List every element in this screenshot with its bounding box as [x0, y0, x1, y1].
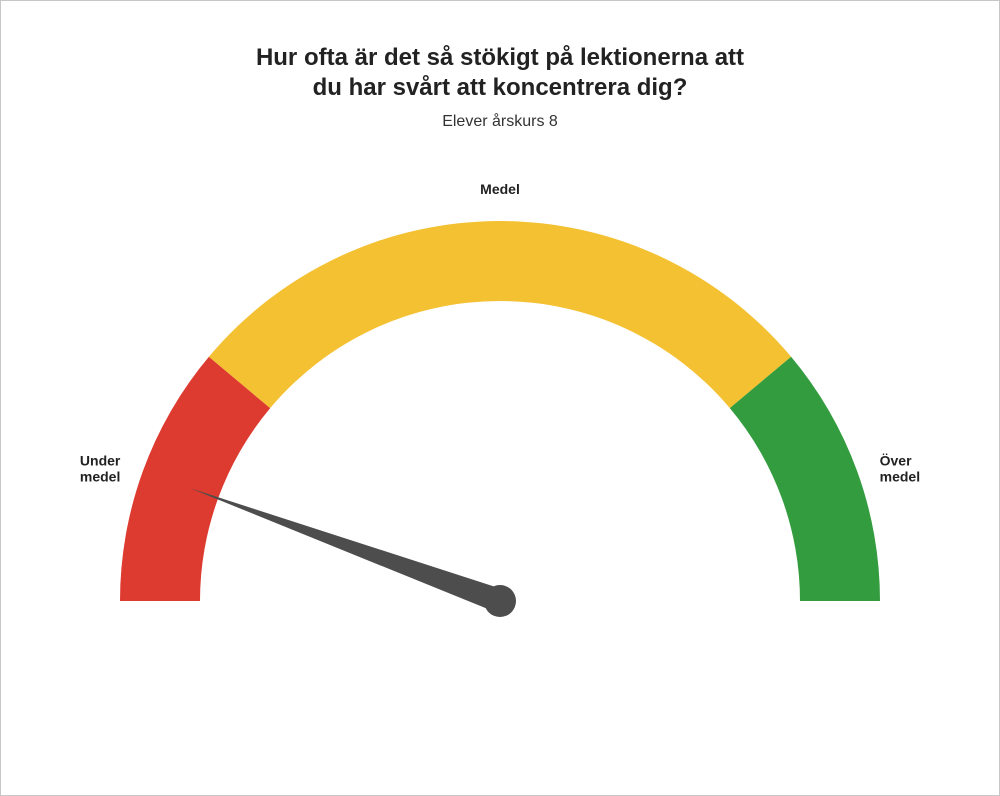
- gauge-hub: [484, 585, 516, 617]
- gauge-needle: [190, 488, 504, 612]
- gauge-segment-label-1: Medel: [480, 181, 520, 197]
- gauge-container: Undermedel Medel Övermedel: [1, 161, 999, 721]
- chart-title: Hur ofta är det så stökigt på lektionern…: [1, 43, 999, 103]
- gauge-segment-1: [209, 221, 791, 408]
- chart-frame: Hur ofta är det så stökigt på lektionern…: [0, 0, 1000, 796]
- gauge-segment-2: [730, 357, 880, 601]
- chart-title-line1: Hur ofta är det så stökigt på lektionern…: [256, 44, 744, 71]
- chart-subtitle: Elever årskurs 8: [1, 113, 999, 131]
- gauge-segment-label-0: Undermedel: [80, 453, 121, 485]
- gauge-chart: Undermedel Medel Övermedel: [70, 161, 930, 721]
- gauge-segment-label-2: Övermedel: [880, 453, 920, 485]
- chart-title-line2: du har svårt att koncentrera dig?: [313, 74, 688, 101]
- gauge-segment-0: [120, 357, 270, 601]
